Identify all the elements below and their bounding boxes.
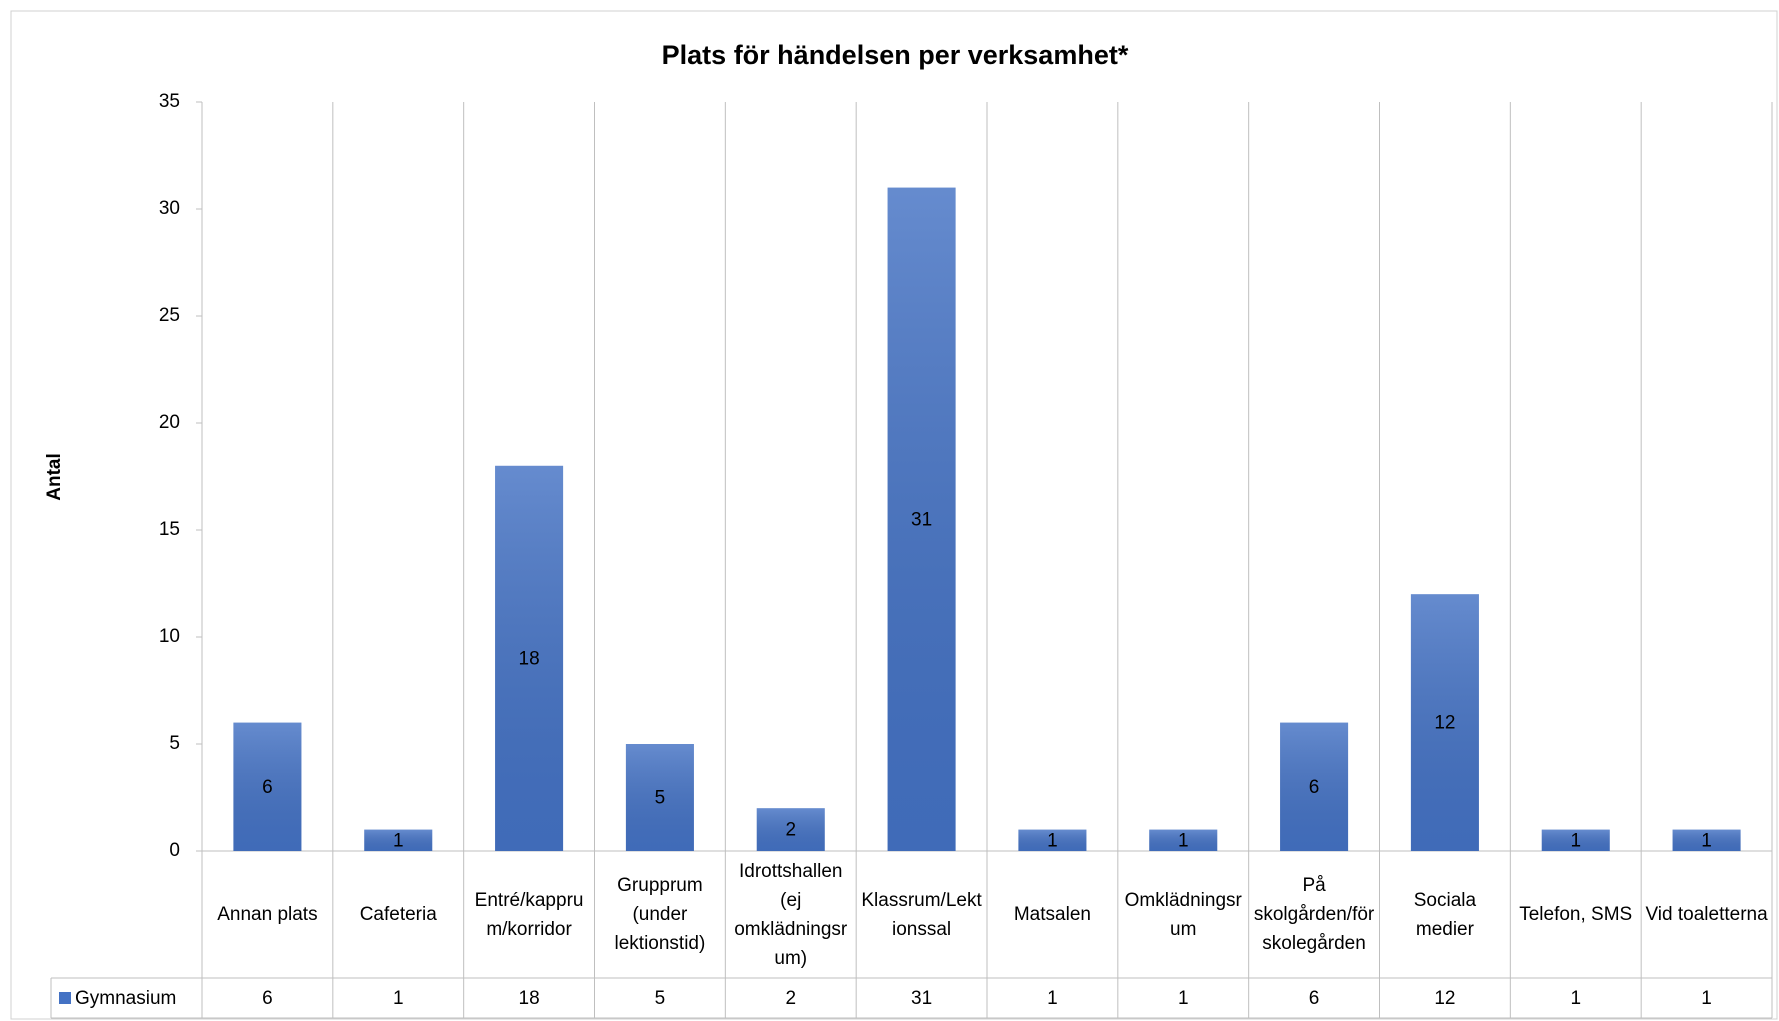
y-tick-label: 0 (169, 840, 180, 861)
x-tick-label: På skolgården/förskolegården (1253, 875, 1375, 954)
table-value: 6 (262, 988, 273, 1009)
x-tick-label: Omklädningsrum (1124, 889, 1242, 940)
data-label: 2 (785, 820, 796, 841)
bar-shade (364, 829, 433, 851)
x-tick-label: Cafeteria (359, 904, 437, 925)
bar-shade (1672, 829, 1741, 851)
bar-shade (1018, 829, 1087, 851)
y-tick-label: 35 (159, 91, 180, 112)
y-tick-label: 20 (159, 412, 180, 433)
y-tick-label: 30 (159, 198, 180, 219)
data-label: 18 (519, 648, 540, 669)
table-value: 2 (785, 988, 796, 1009)
table-value: 6 (1309, 988, 1320, 1009)
table-value: 18 (519, 988, 540, 1009)
x-tick-label: Sociala medier (1413, 889, 1477, 940)
data-label: 12 (1434, 713, 1455, 734)
data-label: 1 (1178, 830, 1189, 851)
x-tick-label: Vid toaletterna (1645, 904, 1768, 925)
data-label: 1 (393, 830, 404, 851)
y-tick-label: 15 (159, 519, 180, 540)
x-tick-label: Grupprum (under lektionstid) (614, 875, 706, 954)
x-tick-label: Matsalen (1013, 904, 1091, 925)
data-label: 5 (655, 788, 666, 809)
data-label: 6 (1309, 777, 1320, 798)
y-tick-label: 25 (159, 305, 180, 326)
bar-shade (625, 744, 694, 851)
table-value: 1 (1178, 988, 1189, 1009)
data-label: 1 (1570, 830, 1581, 851)
legend-swatch (59, 992, 71, 1004)
data-label: 1 (1047, 830, 1058, 851)
bar-shade (887, 187, 956, 852)
bar-shade (756, 808, 825, 851)
x-tick-label: Telefon, SMS (1519, 904, 1633, 925)
bar-shade (1280, 722, 1349, 851)
table-value: 1 (393, 988, 404, 1009)
chart-title: Plats för händelsen per verksamhet* (662, 40, 1129, 70)
legend-label: Gymnasium (75, 988, 176, 1009)
y-axis-label: Antal (44, 453, 65, 501)
bar-shade (1149, 829, 1218, 851)
bar-shade (495, 465, 564, 851)
data-label: 6 (262, 777, 273, 798)
table-value: 31 (911, 988, 932, 1009)
table-value: 1 (1701, 988, 1712, 1009)
y-tick-label: 5 (169, 733, 180, 754)
bar-shade (1541, 829, 1610, 851)
bar-shade (1410, 594, 1479, 851)
table-value: 1 (1047, 988, 1058, 1009)
table-value: 1 (1570, 988, 1581, 1009)
table-value: 12 (1434, 988, 1455, 1009)
x-tick-label: Idrottshallen (ej omklädningsrum) (734, 860, 848, 969)
bar-shade (233, 722, 302, 851)
data-label: 31 (911, 509, 932, 530)
data-label: 1 (1701, 830, 1712, 851)
y-tick-label: 10 (159, 626, 180, 647)
x-tick-label: Klassrum/Lektionssal (861, 889, 982, 940)
x-tick-label: Entré/kapprum/korridor (474, 889, 584, 940)
table-value: 5 (655, 988, 666, 1009)
x-tick-label: Annan plats (217, 904, 318, 925)
